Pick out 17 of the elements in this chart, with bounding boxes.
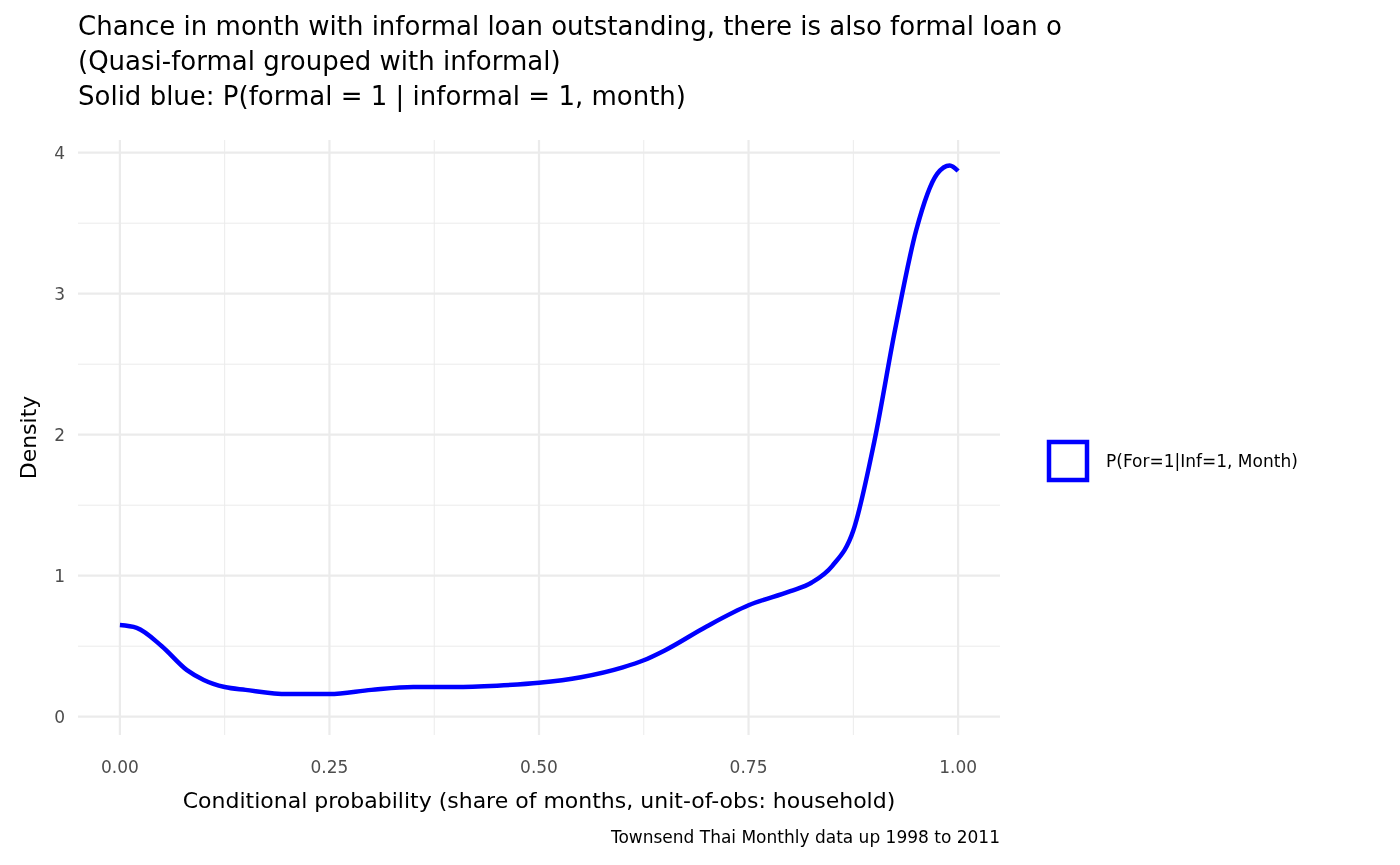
x-axis-title: Conditional probability (share of months, unit-of-obs: household) — [182, 788, 896, 813]
x-tick-label: 1.00 — [939, 757, 978, 777]
line-series — [117, 163, 961, 697]
y-tick-label: 4 — [54, 142, 65, 163]
y-tick-label: 3 — [54, 283, 65, 304]
y-axis-title: Density — [16, 395, 41, 480]
x-tick-label: 0.50 — [520, 757, 558, 777]
y-tick-label: 2 — [54, 424, 65, 445]
legend-label: P(For=1|Inf=1, Month) — [1106, 451, 1298, 471]
x-tick-label: 0.25 — [310, 757, 349, 777]
x-tick-label: 0.75 — [729, 757, 768, 777]
chart-title: Chance in month with informal loan outstanding, there is also formal loan o — [78, 11, 1062, 41]
y-tick-label: 0 — [54, 706, 65, 727]
y-tick-label: 1 — [54, 565, 65, 586]
chart-subtitle: (Quasi-formal grouped with informal) Solid blue: P(formal = 1 | informal = 1, month) — [78, 46, 686, 112]
x-tick-label: 0.00 — [100, 757, 139, 777]
text: Townsend Thai Monthly data up 1998 to 2011 — [609, 827, 1000, 847]
